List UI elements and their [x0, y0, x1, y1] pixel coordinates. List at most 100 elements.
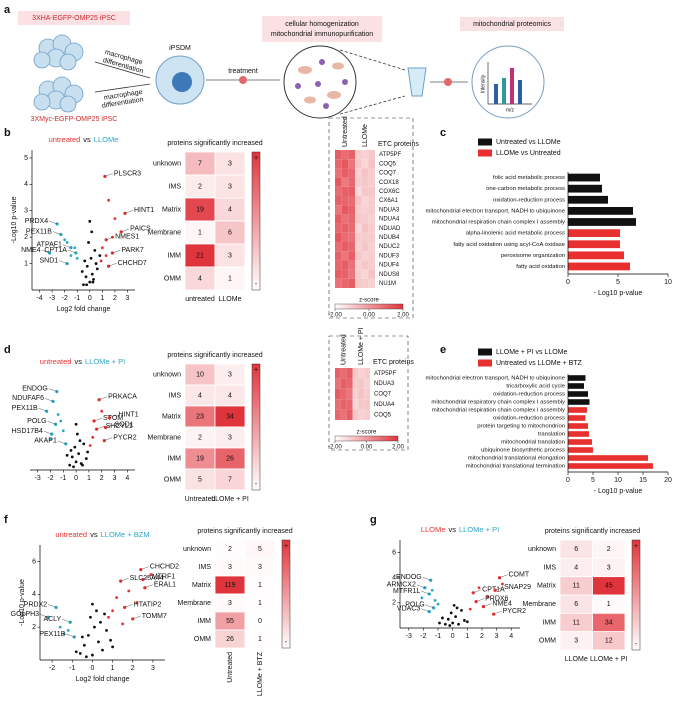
gene-label: SNAP29 — [504, 584, 531, 591]
x-tick-label: 3 — [113, 475, 117, 482]
point — [84, 655, 88, 659]
leader-line — [495, 587, 504, 591]
panel-label: b — [4, 127, 11, 139]
row-label: Membrane — [148, 229, 182, 236]
point — [109, 638, 112, 642]
gene-label: SLC25A44 — [130, 575, 164, 582]
heat-cell — [355, 159, 362, 169]
gene-label: SHCYL1 — [106, 423, 133, 430]
leader-line — [421, 608, 430, 612]
heat-cell — [341, 168, 349, 178]
heat-cell — [368, 260, 375, 270]
y-tick-label: 6 — [32, 558, 36, 565]
cell-value: 5 — [258, 546, 262, 553]
cell-value: 34 — [226, 413, 234, 420]
heat-cell — [592, 631, 626, 651]
row-label: unknown — [183, 546, 211, 553]
bar — [568, 262, 630, 271]
legend-label: Untreated vs LLOMe — [496, 139, 561, 146]
zoom-line — [339, 49, 406, 71]
x-tick-label: -1 — [435, 633, 441, 640]
row-label: NDUAD — [379, 226, 401, 232]
leader-line — [416, 584, 425, 588]
heat-cell — [352, 409, 359, 420]
row-label: ATP5PF — [374, 371, 397, 377]
category-label: mitochondrial respiration chain complex … — [432, 220, 565, 226]
heat-cell — [361, 168, 369, 178]
leader-line — [99, 396, 108, 400]
cell-value: 19 — [196, 206, 204, 213]
x-tick-label: -1 — [60, 475, 66, 482]
cell-value: 3 — [228, 564, 232, 571]
leader-line — [124, 210, 134, 214]
annotated-point — [493, 588, 497, 592]
heat-cell — [335, 260, 342, 270]
column-label: LLOMe + PI — [590, 656, 628, 663]
leader-line — [59, 260, 68, 264]
category-label: fatty acid oxidation using acyl-CoA oxid… — [453, 242, 565, 248]
cell-value: 34 — [605, 619, 613, 626]
column-label: Untreated — [342, 116, 349, 147]
gene-label: PRKACA — [108, 394, 137, 401]
panel-label: f — [4, 514, 8, 526]
leader-line — [108, 263, 117, 267]
title-part: vs — [83, 135, 91, 144]
annotated-point — [131, 617, 135, 621]
cell-value: 26 — [226, 636, 234, 643]
colorbar-label: - — [255, 281, 258, 288]
row-label: Membrane — [148, 434, 182, 441]
cell-value: 3 — [228, 434, 232, 441]
column-label: Untreated — [185, 496, 216, 503]
point — [149, 573, 153, 576]
heat-cell — [348, 205, 355, 215]
row-label: Matrix — [192, 582, 212, 589]
heat-cell — [341, 159, 349, 169]
heat-cell — [355, 186, 362, 196]
title-part: untreated — [49, 135, 81, 144]
heat-cell — [358, 368, 365, 379]
x-tick-label: -3 — [406, 633, 412, 640]
heat-cell — [348, 214, 355, 224]
heat-cell — [368, 232, 375, 242]
point — [62, 632, 66, 636]
title-part: vs — [90, 530, 98, 539]
y-tick-label: 4 — [392, 575, 396, 582]
y-tick-label: 1 — [24, 260, 28, 267]
gene-label: ACLY — [43, 616, 61, 623]
heat-cell — [352, 399, 359, 410]
heat-cell — [368, 278, 375, 288]
frame — [328, 335, 409, 451]
point — [455, 606, 459, 610]
x-axis-label: Log2 fold change — [57, 306, 111, 313]
leader-line — [38, 408, 47, 412]
colorbar-label: + — [254, 155, 258, 162]
cell-value: 3 — [258, 564, 262, 571]
heat-cell — [348, 232, 355, 242]
gene-label: PEX11B — [26, 228, 52, 235]
bar — [568, 173, 600, 182]
heat-cell — [364, 399, 370, 410]
leader-line — [124, 604, 133, 608]
heat-cell — [348, 150, 355, 160]
gene-label: PYCR2 — [503, 608, 526, 615]
point — [135, 601, 139, 604]
cell-value: 1 — [258, 636, 262, 643]
tube — [407, 67, 427, 97]
leader-line — [493, 610, 502, 615]
bar — [568, 455, 648, 461]
gene-label: GOLPH3 — [11, 611, 40, 618]
heat-cell — [348, 278, 355, 288]
heat-cell — [361, 186, 369, 196]
title-part: untreated — [55, 530, 87, 539]
point — [78, 439, 82, 442]
heat-cell — [368, 269, 375, 279]
point — [501, 582, 504, 586]
row-label: COQ7 — [379, 171, 397, 177]
gene-label: HINT1 — [134, 207, 154, 214]
point — [107, 615, 110, 619]
leader-line — [121, 228, 130, 233]
point — [111, 609, 114, 613]
gene-label: PEX11B — [12, 405, 38, 412]
leader-line — [62, 619, 71, 623]
